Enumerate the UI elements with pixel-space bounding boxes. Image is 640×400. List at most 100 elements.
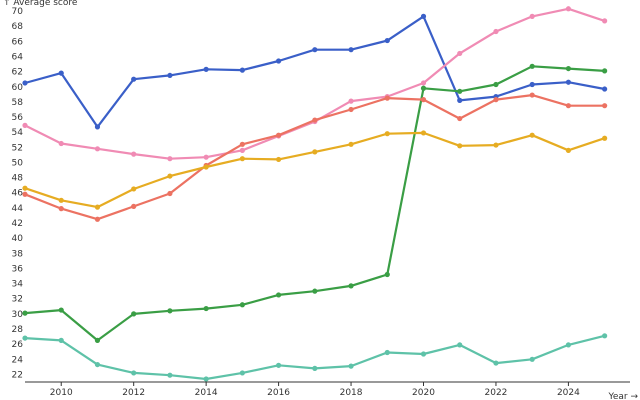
data-point xyxy=(565,79,572,85)
data-point xyxy=(239,67,245,73)
y-tick-label: 52 xyxy=(12,143,23,153)
data-point xyxy=(565,65,572,72)
data-point xyxy=(565,342,572,348)
series-4 xyxy=(22,92,608,222)
data-point xyxy=(457,50,463,57)
data-point xyxy=(457,342,463,348)
series-layer xyxy=(22,6,608,382)
data-point xyxy=(203,66,209,72)
data-point xyxy=(420,80,427,86)
data-point xyxy=(529,132,535,138)
data-point xyxy=(275,156,282,163)
y-tick-label: 66 xyxy=(12,37,24,47)
data-point xyxy=(94,124,101,130)
x-tick-label: 2012 xyxy=(122,388,145,398)
data-point xyxy=(529,63,535,69)
y-tick-label: 38 xyxy=(12,249,24,259)
data-point xyxy=(602,135,608,141)
data-point xyxy=(348,363,354,369)
data-point xyxy=(58,307,64,313)
data-point xyxy=(131,311,137,317)
x-tick-label: 2018 xyxy=(340,388,363,398)
axes: 2010 2012 2014 2016 2018 2020 2022 2024 22 24 26 28… xyxy=(12,7,630,398)
data-point xyxy=(602,86,608,92)
y-tick-label: 58 xyxy=(12,98,24,108)
data-point xyxy=(239,370,245,376)
y-tick-label: 50 xyxy=(12,158,24,168)
y-tick-label: 56 xyxy=(12,113,24,123)
data-point xyxy=(602,103,608,109)
data-point xyxy=(457,97,463,103)
y-tick-label: 46 xyxy=(12,189,24,199)
data-point xyxy=(493,81,499,88)
data-point xyxy=(384,95,390,101)
data-point xyxy=(58,70,64,76)
y-tick-label: 42 xyxy=(12,219,23,229)
data-point xyxy=(312,47,318,53)
data-point xyxy=(203,305,209,312)
series-6 xyxy=(22,333,608,382)
x-tick-label: 2022 xyxy=(485,388,508,398)
y-tick-label: 40 xyxy=(12,234,24,244)
data-point xyxy=(420,130,427,136)
data-point xyxy=(203,154,209,160)
data-point xyxy=(565,147,572,153)
data-point xyxy=(203,376,209,382)
data-point xyxy=(529,13,535,19)
data-point xyxy=(493,97,499,103)
y-tick-label: 34 xyxy=(12,280,24,290)
data-point xyxy=(384,349,390,356)
data-point xyxy=(457,115,463,122)
data-point xyxy=(529,356,535,362)
y-tick-label: 32 xyxy=(12,295,23,305)
x-tick-label: 2016 xyxy=(267,388,290,398)
data-point xyxy=(312,365,318,371)
series-line xyxy=(23,334,606,381)
data-point xyxy=(384,37,390,44)
data-point xyxy=(275,58,282,64)
data-point xyxy=(94,204,101,210)
data-point xyxy=(203,164,209,170)
data-point xyxy=(275,292,282,298)
data-point xyxy=(58,140,64,147)
data-point xyxy=(131,76,137,82)
y-tick-label: 48 xyxy=(12,174,24,184)
data-point xyxy=(94,337,101,343)
data-point xyxy=(565,6,572,12)
data-point xyxy=(457,88,463,94)
data-point xyxy=(239,156,245,162)
data-point xyxy=(348,98,354,104)
data-point xyxy=(131,370,137,376)
data-point xyxy=(22,185,28,191)
y-tick-label: 62 xyxy=(12,68,23,78)
data-point xyxy=(420,85,427,91)
x-tick-label: 2024 xyxy=(557,388,580,398)
data-point xyxy=(58,206,64,212)
y-tick-label: 68 xyxy=(12,22,24,32)
series-line xyxy=(23,15,606,129)
data-point xyxy=(384,131,390,137)
data-point xyxy=(312,288,318,294)
series-line xyxy=(23,7,606,160)
y-tick-label: 36 xyxy=(12,264,24,274)
data-point xyxy=(22,310,28,316)
series-1 xyxy=(22,13,608,130)
data-point xyxy=(493,28,499,35)
data-point xyxy=(275,362,282,368)
data-point xyxy=(457,143,463,149)
data-point xyxy=(239,302,245,308)
series-line xyxy=(23,131,606,209)
data-point xyxy=(529,81,535,88)
y-tick-label: 28 xyxy=(12,325,24,335)
data-point xyxy=(94,216,101,222)
data-point xyxy=(384,271,390,278)
data-point xyxy=(239,141,245,147)
x-tick-label: 2010 xyxy=(50,388,73,398)
data-point xyxy=(565,103,572,109)
data-point xyxy=(529,92,535,98)
data-point xyxy=(58,197,64,203)
data-point xyxy=(348,283,354,289)
data-point xyxy=(602,333,608,339)
data-point xyxy=(602,18,608,24)
